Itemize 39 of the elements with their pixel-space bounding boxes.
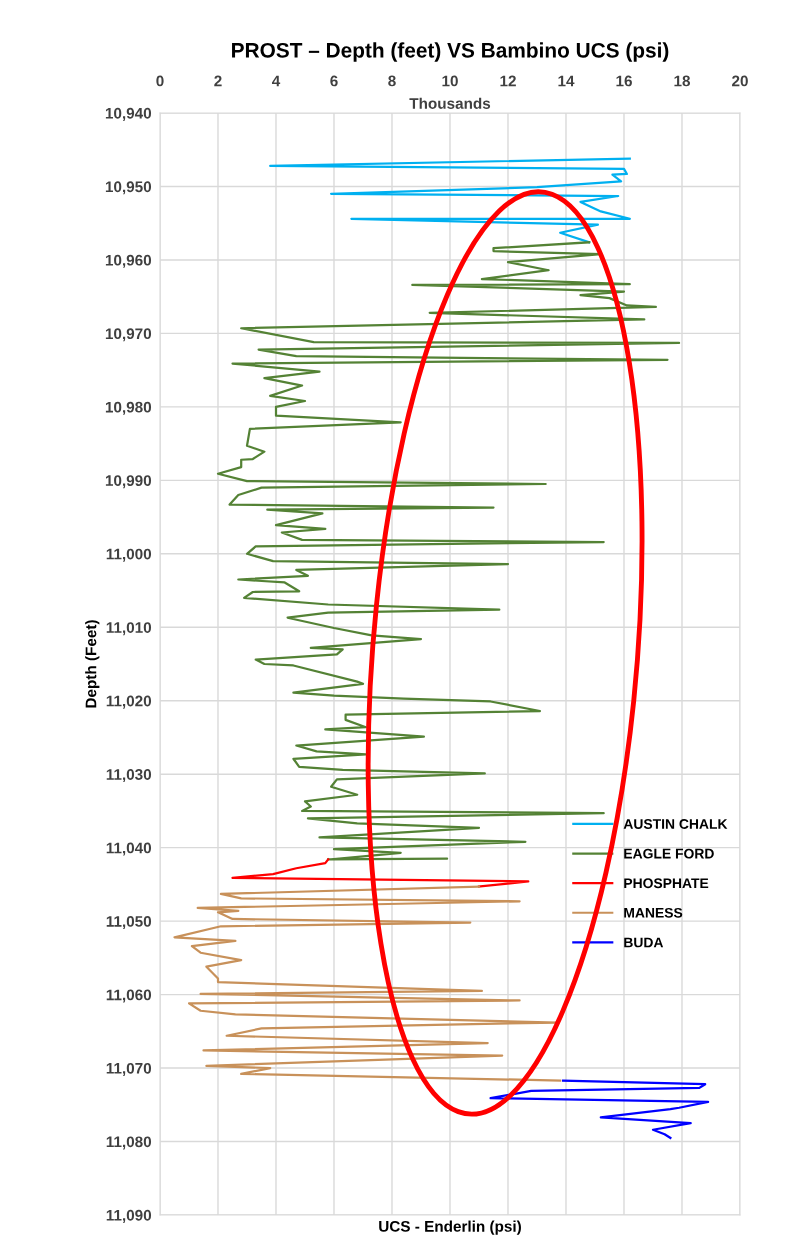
y-axis-title: Depth (Feet) (85, 620, 100, 708)
y-tick-label: 10,990 (105, 475, 152, 489)
y-tick-label: 10,960 (105, 254, 152, 268)
x-tick-label: 16 (616, 75, 632, 87)
legend-label: EAGLE FORD (624, 848, 714, 859)
line-series (269, 157, 631, 244)
y-tick-label: 11,060 (106, 989, 152, 1003)
x-tick-label: 2 (214, 75, 222, 87)
y-tick-label: 11,000 (106, 548, 152, 562)
x-tick-label: 18 (674, 75, 691, 87)
y-tick-label: 11,030 (106, 769, 152, 783)
x-tick-label: 8 (388, 75, 396, 87)
x-tick-label: 14 (558, 75, 575, 87)
chart-title: PROST – Depth (feet) VS Bambino UCS (psi) (232, 42, 669, 62)
y-tick-label: 11,070 (106, 1062, 152, 1076)
x-axis-title: UCS - Enderlin (psi) (379, 1220, 521, 1235)
y-tick-label: 11,020 (106, 695, 152, 709)
y-tick-label: 11,090 (106, 1209, 152, 1223)
legend-label: BUDA (624, 937, 664, 948)
x-tick-label: 4 (271, 75, 281, 87)
y-tick-label: 11,040 (106, 842, 152, 856)
y-tick-label: 10,980 (105, 401, 152, 415)
y-tick-label: 10,940 (105, 107, 152, 121)
line-series (489, 1079, 710, 1139)
line-series (173, 885, 562, 1082)
y-tick-label: 11,010 (106, 622, 152, 636)
x-tick-label: 12 (500, 75, 516, 87)
x-tick-label: 0 (156, 75, 164, 87)
y-tick-label: 10,950 (105, 181, 152, 195)
text: Thousands (409, 97, 491, 109)
x-tick-label: 6 (330, 75, 338, 87)
legend-label: PHOSPHATE (624, 878, 709, 889)
y-tick-label: 11,080 (106, 1136, 152, 1150)
y-tick-label: 10,970 (105, 328, 152, 342)
y-tick-label: 11,050 (106, 916, 152, 930)
x-tick-label: 10 (442, 75, 458, 87)
legend-label: MANESS (624, 907, 683, 918)
legend-label: AUSTIN CHALK (623, 819, 728, 829)
x-tick-label: 20 (732, 75, 748, 87)
